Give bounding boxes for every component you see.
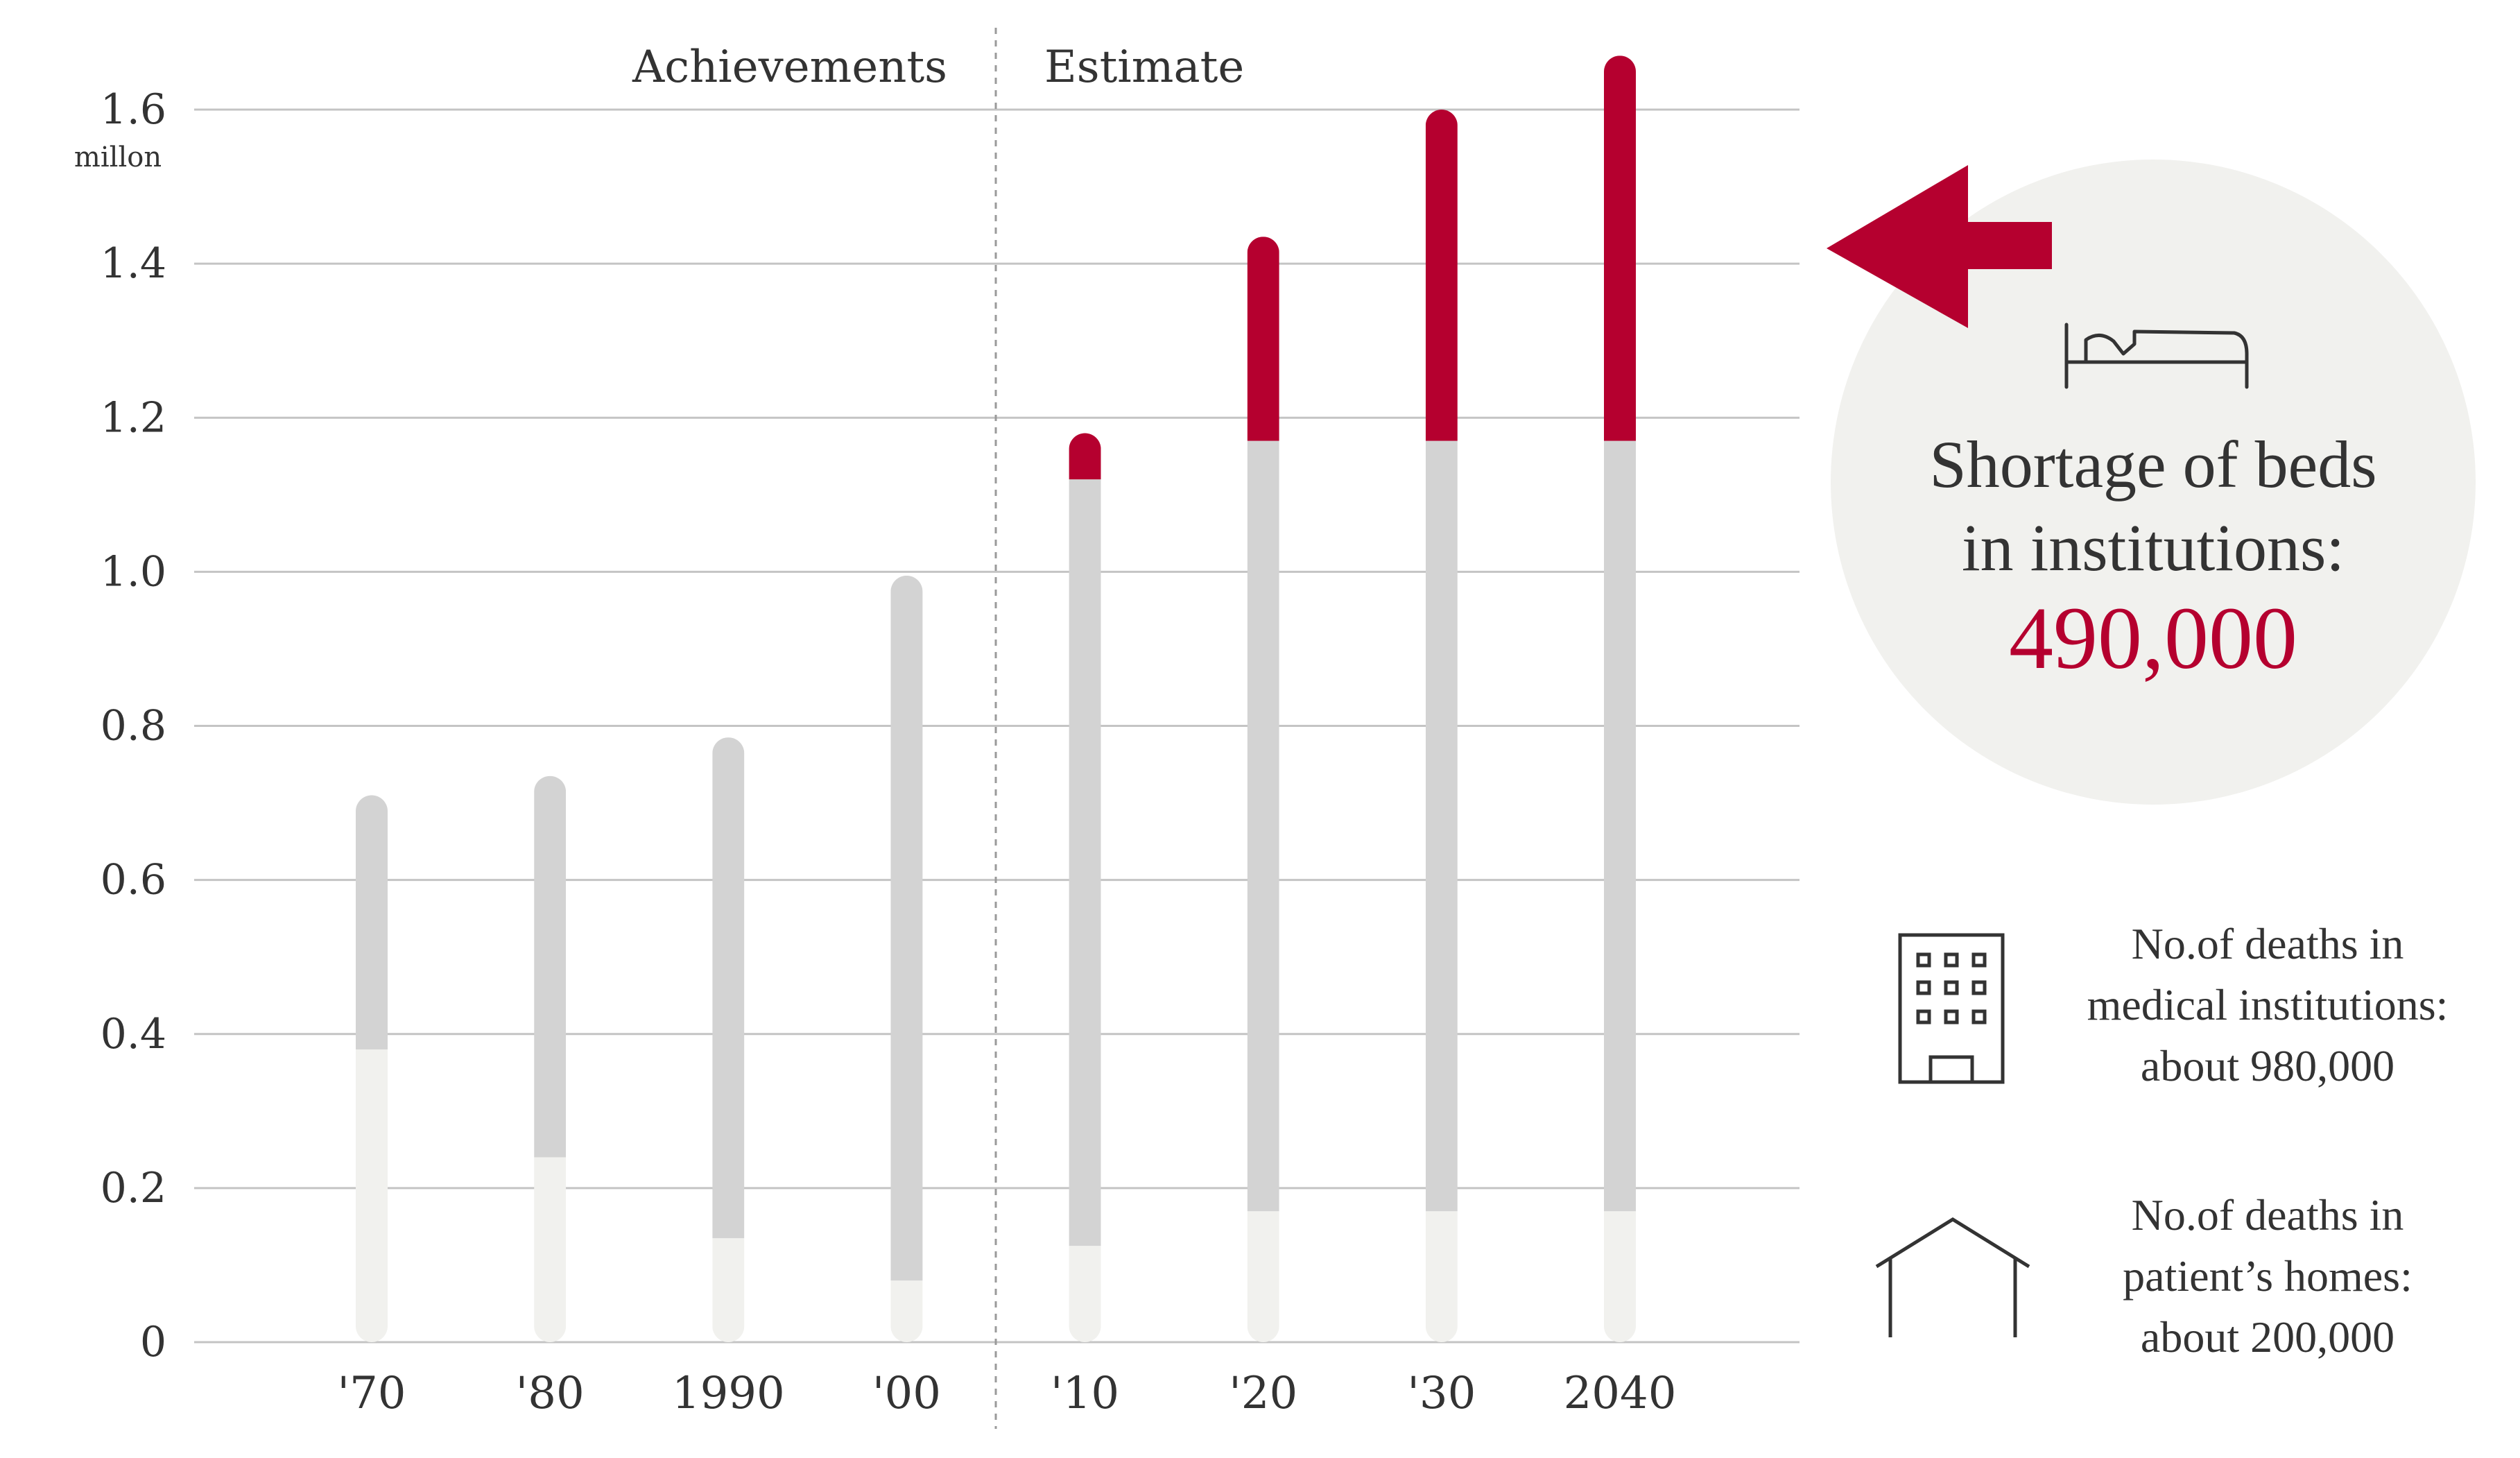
y-tick-label: 1.2 xyxy=(101,393,166,442)
bar-segment-homes xyxy=(712,1238,745,1342)
x-tick-label: '00 xyxy=(872,1368,941,1419)
x-tick-label: '30 xyxy=(1407,1368,1476,1419)
section-label-achievements: Achievements xyxy=(632,42,947,93)
bar-segment-medical xyxy=(1247,440,1279,1212)
bar-stack xyxy=(1069,433,1101,1342)
bar-segment-homes xyxy=(1069,1246,1101,1342)
y-axis-unit: millon xyxy=(74,141,162,173)
x-axis-ticks: '70 '80 1990 '00 '10 '20 '30 2040 xyxy=(337,1368,1676,1419)
bar-stack xyxy=(1247,237,1279,1342)
callout-amount: 490,000 xyxy=(2009,589,2297,687)
legend-homes-line-2: patient’s homes: xyxy=(2123,1251,2413,1301)
house-icon xyxy=(1875,1217,2030,1337)
bar-segment-medical xyxy=(890,575,923,1281)
x-tick-label: '70 xyxy=(337,1368,406,1419)
y-tick-label: 1.4 xyxy=(101,239,166,288)
x-tick-label: '10 xyxy=(1051,1368,1119,1419)
legend-homes-line-3: about 200,000 xyxy=(2140,1312,2395,1362)
grid-lines xyxy=(194,108,1800,1344)
bar-segment-homes xyxy=(534,1157,567,1342)
bar-segment-homes xyxy=(356,1049,388,1342)
bar-segment-homes xyxy=(890,1280,923,1342)
legend-homes: No.of deaths in patient’s homes: about 2… xyxy=(2039,1185,2496,1368)
callout-circle xyxy=(1831,160,2476,805)
x-tick-label: '80 xyxy=(516,1368,585,1419)
y-tick-label: 1.0 xyxy=(101,547,166,596)
bar-segment-medical xyxy=(356,795,388,1049)
left-arrow-icon xyxy=(1827,165,2052,328)
bar-segment-shortage xyxy=(1425,110,1458,441)
bar-segment-shortage xyxy=(1604,55,1636,441)
hospital-building-icon xyxy=(1898,933,2005,1084)
callout-text: Shortage of beds in institutions: 490,00… xyxy=(1831,423,2476,687)
y-axis-ticks: 0 0.2 0.4 0.6 0.8 1.0 1.2 1.4 1.6 xyxy=(101,85,166,1366)
x-tick-label: '20 xyxy=(1229,1368,1297,1419)
x-tick-label: 2040 xyxy=(1564,1368,1677,1419)
bar-stack xyxy=(1425,110,1458,1342)
y-tick-label: 1.6 xyxy=(101,85,166,134)
bar-stack xyxy=(1604,55,1636,1342)
bar-stack xyxy=(890,575,923,1342)
callout-line-2: in institutions: xyxy=(1961,511,2345,585)
bar-segment-homes xyxy=(1425,1211,1458,1342)
bar-stack xyxy=(534,775,567,1342)
y-tick-label: 0 xyxy=(140,1318,166,1366)
bar-stack xyxy=(356,795,388,1342)
x-tick-label: 1990 xyxy=(672,1368,785,1419)
section-label-estimate: Estimate xyxy=(1044,42,1244,93)
bar-segment-homes xyxy=(1604,1211,1636,1342)
y-tick-label: 0.8 xyxy=(101,702,166,751)
bar-segment-shortage xyxy=(1069,433,1101,480)
bar-stack xyxy=(712,737,745,1342)
bed-icon xyxy=(2064,323,2249,389)
legend-medical-line-1: No.of deaths in xyxy=(2131,919,2404,968)
y-tick-label: 0.2 xyxy=(101,1164,166,1212)
legend-medical: No.of deaths in medical institutions: ab… xyxy=(2039,914,2496,1097)
bar-segment-homes xyxy=(1247,1211,1279,1342)
legend-medical-line-3: about 980,000 xyxy=(2140,1041,2395,1090)
y-tick-label: 0.4 xyxy=(101,1010,166,1058)
bars xyxy=(356,55,1636,1342)
bar-segment-medical xyxy=(534,775,567,1158)
callout-line-1: Shortage of beds xyxy=(1929,427,2377,501)
y-tick-label: 0.6 xyxy=(101,856,166,904)
bar-segment-medical xyxy=(712,737,745,1239)
bar-segment-medical xyxy=(1069,479,1101,1246)
legend-homes-line-1: No.of deaths in xyxy=(2131,1190,2404,1240)
bar-segment-medical xyxy=(1604,440,1636,1212)
bar-segment-shortage xyxy=(1247,237,1279,441)
legend-medical-line-2: medical institutions: xyxy=(2087,980,2449,1029)
bar-segment-medical xyxy=(1425,440,1458,1212)
